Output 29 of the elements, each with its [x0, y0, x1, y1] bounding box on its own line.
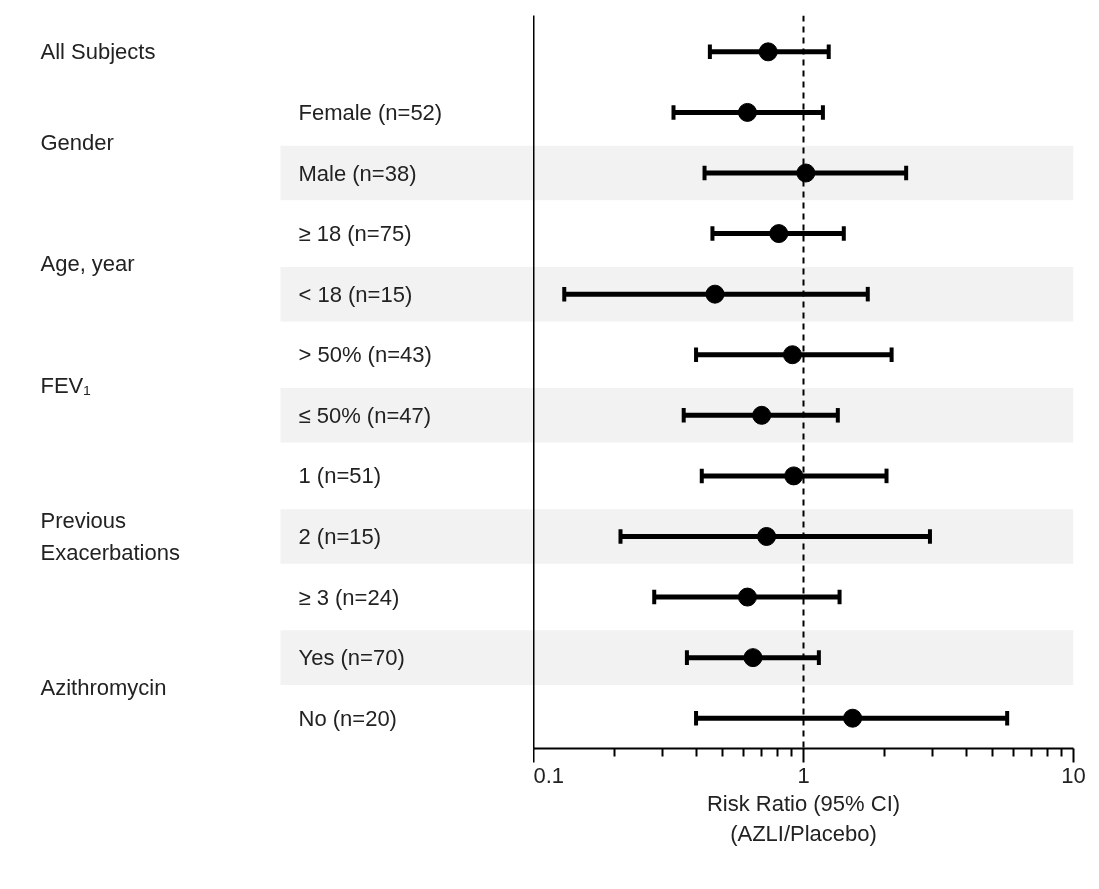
y-tick-label: Female (n=52)	[298, 99, 443, 125]
point	[784, 466, 804, 486]
point	[782, 345, 802, 365]
text: FEV₁	[40, 372, 91, 398]
point	[743, 648, 763, 668]
text: Azithromycin	[40, 675, 167, 701]
point	[752, 405, 772, 425]
y-tick-label: No (n=20)	[298, 705, 397, 731]
text: All Subjects	[40, 39, 156, 65]
x-axis-title: Risk Ratio (95% CI) (AZLI/Placebo)	[706, 790, 901, 846]
y-tick-label: 1 (n=51)	[298, 463, 382, 489]
point	[758, 42, 778, 62]
point	[796, 163, 816, 183]
y-tick-label: < 18 (n=15)	[298, 281, 413, 307]
text: Age, year	[40, 251, 135, 277]
y-tick-label: > 50% (n=43)	[298, 342, 432, 368]
x-tick-label: 0.1	[533, 762, 565, 788]
y-tick-label: ≥ 3 (n=24)	[298, 584, 400, 610]
y-tick-label: ≤ 50% (n=47)	[298, 402, 432, 428]
text: Gender	[40, 130, 114, 156]
y-tick-label: 2 (n=15)	[298, 523, 382, 549]
point	[757, 526, 777, 546]
x-tick-label: 10	[1061, 762, 1086, 788]
text: Previous Exacerbations	[40, 507, 180, 566]
y-tick-label: Male (n=38)	[298, 160, 417, 186]
y-tick-label: ≥ 18 (n=75)	[298, 221, 412, 247]
y-tick-label: Yes (n=70)	[298, 645, 405, 671]
point	[769, 224, 789, 244]
x-tick-label: 1	[797, 762, 810, 788]
